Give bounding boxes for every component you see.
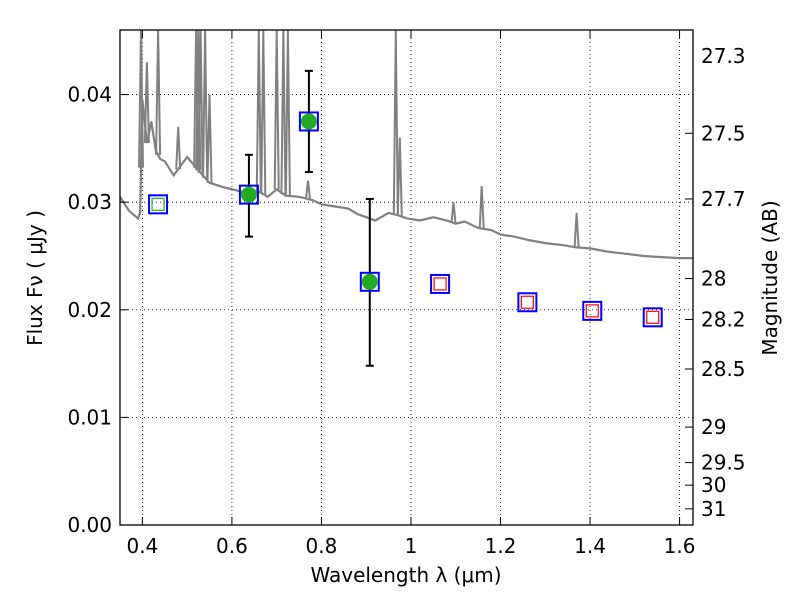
- y-axis-ticks: 0.00 0.01 0.02 0.03 0.04: [67, 83, 128, 537]
- grid-lines: [120, 30, 693, 526]
- right-tick-label: 29: [701, 415, 726, 439]
- right-tick-label: 28: [701, 267, 726, 291]
- y-axis-label: Flux Fν ( μJy ): [23, 210, 47, 346]
- blue-square-marker: [517, 292, 538, 313]
- x-tick-label: 0.4: [126, 534, 158, 558]
- plot-border: [119, 29, 694, 526]
- emission-line: [138, 30, 144, 168]
- plot-area: [120, 30, 693, 367]
- emission-line: [273, 30, 280, 190]
- y-tick-label: 0.03: [67, 190, 112, 214]
- x-tick-label: 0.6: [216, 534, 248, 558]
- x-tick-label: 1.6: [664, 534, 696, 558]
- x-tick-label: 0.8: [306, 534, 338, 558]
- red-square-marker: [585, 304, 599, 318]
- emission-line: [573, 212, 580, 248]
- blue-square-marker: [238, 184, 259, 205]
- right-tick-label: 28.5: [701, 357, 746, 381]
- emission-line: [478, 185, 485, 229]
- blue-square-marker: [642, 307, 663, 328]
- green-point: [240, 186, 257, 203]
- red-square-marker: [646, 310, 660, 324]
- right-tick-label: 27.7: [701, 187, 746, 211]
- y-tick-label: 0.01: [67, 405, 112, 429]
- blue-square-marker: [298, 111, 319, 132]
- emission-line: [450, 202, 457, 223]
- emission-line: [260, 30, 267, 195]
- emission-line: [255, 30, 262, 192]
- emission-line: [305, 180, 311, 200]
- y-tick-label: 0.00: [67, 513, 112, 537]
- emission-line: [284, 30, 291, 196]
- x-tick-label: 1.2: [485, 534, 517, 558]
- blue-square-marker: [359, 271, 380, 292]
- emission-line: [175, 126, 182, 170]
- green-square-marker: [151, 197, 165, 211]
- x-axis-label: Wavelength λ (μm): [310, 563, 501, 587]
- emission-line: [396, 137, 403, 216]
- right-tick-label: 30: [701, 473, 726, 497]
- model-spectrum-line: [120, 99, 693, 260]
- axes-frame: [119, 29, 694, 526]
- right-tick-label: 27.3: [701, 44, 746, 68]
- emission-line: [143, 62, 150, 144]
- right-axis-label: Magnitude (AB): [758, 200, 782, 355]
- right-tick-label: 29.5: [701, 451, 746, 475]
- right-tick-label: 28.2: [701, 307, 746, 331]
- emission-line: [202, 30, 209, 178]
- x-axis-ticks: 0.4 0.6 0.8 1 1.2 1.4 1.6: [126, 30, 695, 558]
- right-tick-label: 27.5: [701, 121, 746, 145]
- emission-line: [280, 30, 287, 195]
- green-point: [361, 273, 378, 290]
- emission-line: [392, 30, 399, 215]
- y-tick-label: 0.02: [67, 298, 112, 322]
- emission-line: [155, 30, 162, 155]
- blue-square-marker: [430, 273, 451, 294]
- blue-square-marker: [148, 194, 169, 215]
- right-tick-label: 31: [701, 497, 726, 521]
- emission-line: [206, 94, 213, 183]
- red-square-marker: [433, 277, 447, 291]
- y-tick-label: 0.04: [67, 83, 112, 107]
- x-tick-label: 1: [405, 534, 418, 558]
- green-point: [300, 113, 317, 130]
- blue-square-marker: [582, 300, 603, 321]
- emission-line: [197, 30, 204, 173]
- red-square-marker: [520, 295, 534, 309]
- x-tick-label: 1.4: [574, 534, 606, 558]
